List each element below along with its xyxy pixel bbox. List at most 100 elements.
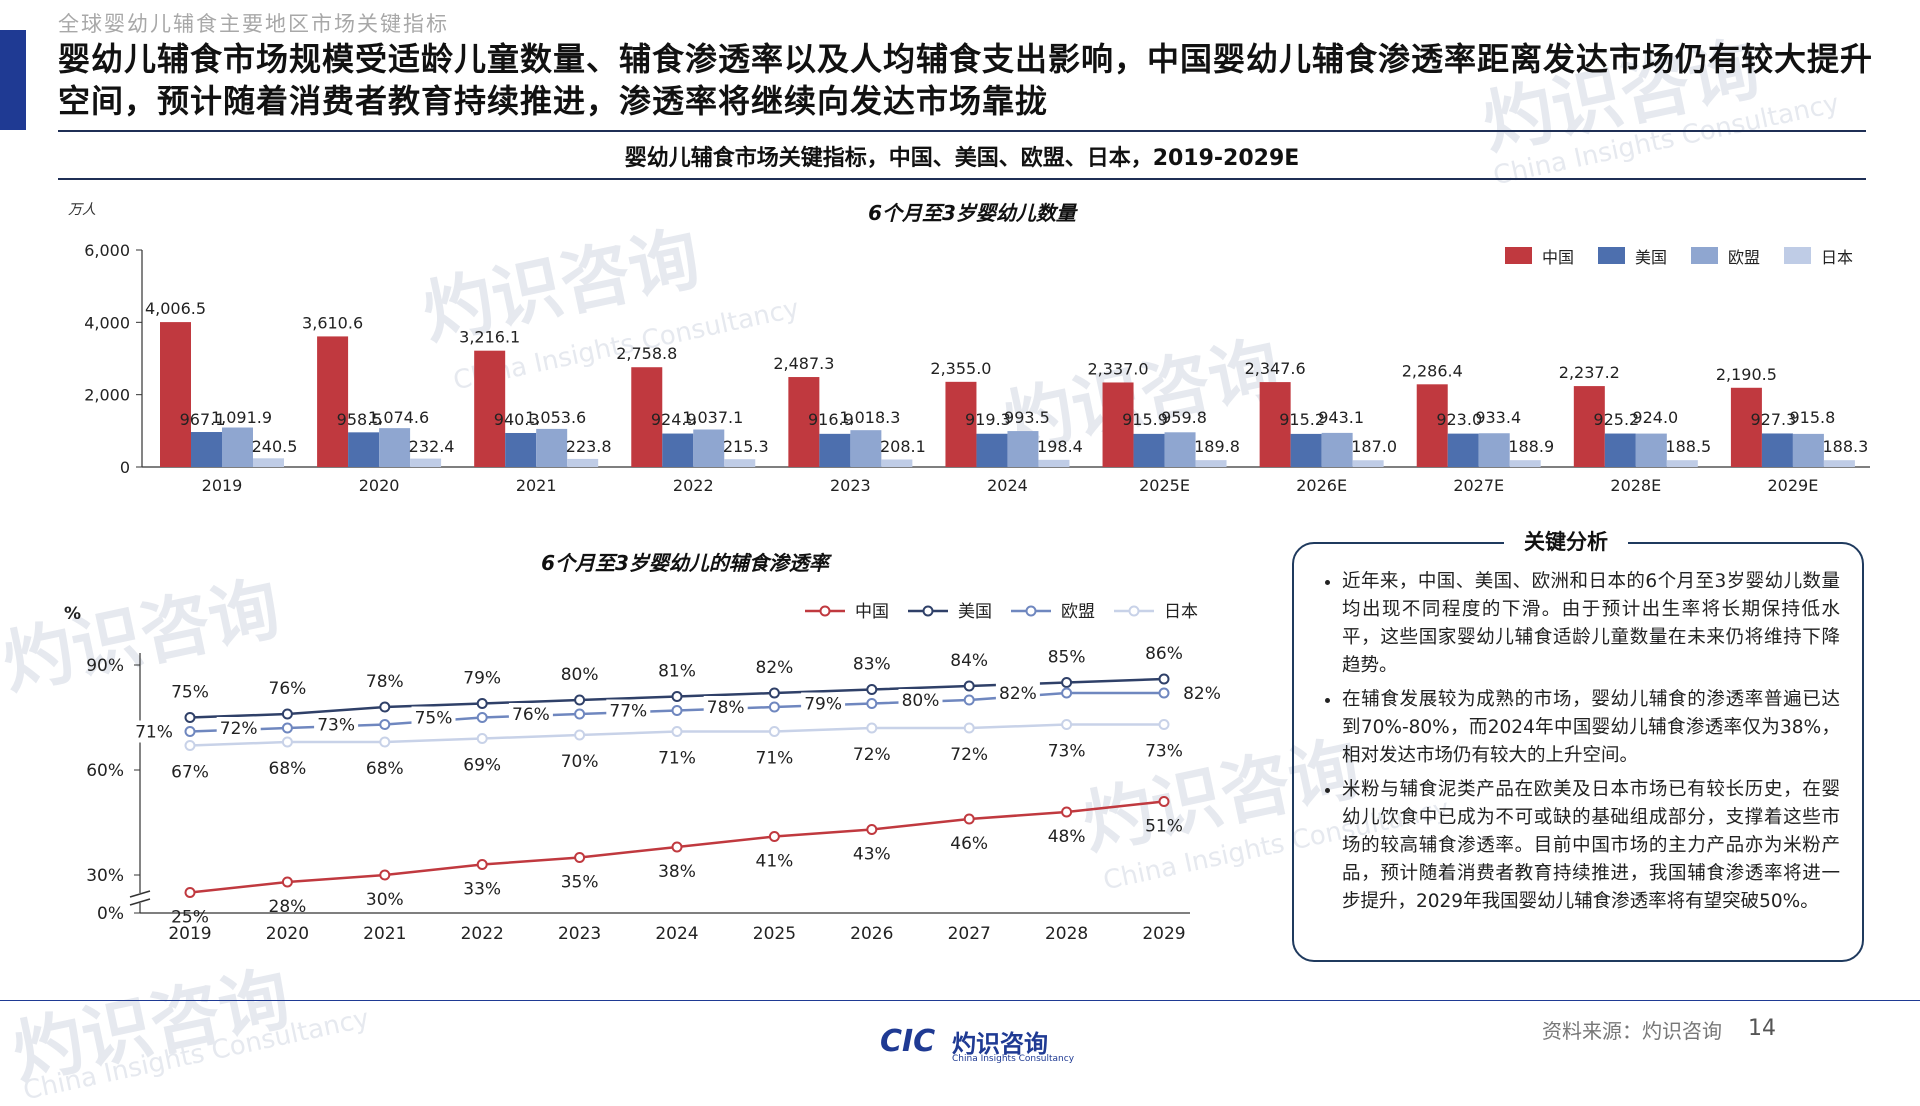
x-tick-label: 2025E [1139, 476, 1190, 495]
legend-label: 日本 [1821, 248, 1853, 267]
data-label: 35% [561, 873, 599, 893]
bar-value-label: 2,190.5 [1716, 365, 1777, 384]
key-analysis-title: 关键分析 [1504, 526, 1628, 556]
bar [1007, 431, 1039, 467]
data-point [281, 708, 293, 720]
bar [1133, 433, 1165, 467]
bar [1730, 387, 1762, 467]
data-point [184, 740, 196, 751]
footer-divider [0, 1000, 1920, 1001]
x-tick-label: 2026E [1296, 476, 1347, 495]
bar [222, 427, 253, 467]
data-point [963, 694, 975, 706]
legend-marker [1025, 605, 1037, 617]
x-tick-label: 2020 [266, 924, 309, 944]
axis-break-mark [129, 898, 151, 906]
data-label: 73% [317, 716, 355, 736]
data-label: 71% [135, 723, 173, 743]
x-tick-label: 2024 [987, 476, 1028, 495]
data-label: 71% [756, 749, 794, 769]
data-point [281, 722, 293, 734]
data-label: 72% [220, 719, 258, 739]
label-background [898, 689, 943, 711]
legend-marker [1128, 605, 1140, 617]
watermark-text: 灼识咨询 [5, 956, 297, 1096]
x-tick-label: 2025 [753, 924, 796, 944]
data-point [574, 852, 586, 863]
bar-value-label: 2,286.4 [1402, 361, 1463, 380]
x-tick-label: 2027E [1453, 476, 1504, 495]
bar-value-label: 188.9 [1508, 437, 1554, 456]
data-point [281, 736, 293, 748]
bar [1352, 460, 1384, 467]
data-label: 68% [269, 759, 307, 779]
data-label: 25% [171, 908, 209, 928]
bar [724, 459, 756, 467]
x-tick-label: 2029 [1142, 924, 1185, 944]
data-label: 77% [609, 702, 647, 722]
y-tick-label: 60% [86, 761, 124, 781]
bar [191, 432, 222, 467]
bar-value-label: 2,337.0 [1088, 359, 1149, 378]
label-background [132, 720, 176, 743]
data-point [379, 736, 391, 748]
legend-label: 欧盟 [1728, 248, 1760, 267]
data-point [866, 698, 878, 709]
label-background [995, 682, 1040, 704]
data-point [1061, 806, 1073, 818]
data-point [671, 705, 683, 716]
bar-value-label: 2,355.0 [930, 359, 991, 378]
x-tick-label: 2020 [359, 476, 400, 495]
logo-cn: 灼识咨询 [952, 1030, 1048, 1058]
divider [58, 130, 1866, 132]
legend-swatch [1691, 247, 1718, 264]
y-tick-label: 30% [86, 866, 124, 886]
data-point [866, 722, 878, 734]
data-point [476, 698, 488, 709]
bar-value-label: 943.1 [1318, 408, 1364, 427]
data-label: 76% [512, 705, 550, 725]
bar-value-label: 923.0 [1436, 410, 1482, 429]
data-point [184, 887, 196, 898]
data-label: 85% [1048, 648, 1086, 668]
data-point [574, 729, 586, 741]
data-label: 73% [1145, 742, 1183, 762]
bar [881, 459, 913, 467]
x-tick-label: 2028E [1610, 476, 1661, 495]
data-point [671, 841, 683, 853]
bar [850, 430, 882, 467]
data-point [476, 859, 488, 870]
data-point [184, 726, 196, 737]
bar-value-label: 993.5 [1004, 408, 1050, 427]
bar [1604, 433, 1636, 467]
data-point [1061, 677, 1073, 688]
label-background [216, 717, 261, 739]
logo-mark: CIC [880, 1024, 936, 1059]
bar-value-label: 919.3 [965, 410, 1011, 429]
data-label: 86% [1145, 644, 1183, 664]
label-background [606, 699, 651, 722]
data-point [379, 719, 391, 730]
legend-label: 中国 [855, 602, 889, 622]
bar [317, 336, 349, 467]
bar [1823, 460, 1855, 467]
bar-value-label: 215.3 [723, 437, 769, 456]
data-label: 48% [1048, 827, 1086, 847]
bar [1478, 433, 1510, 467]
bar-value-label: 198.4 [1037, 437, 1083, 456]
bar-value-label: 2,237.2 [1559, 363, 1620, 382]
data-label: 75% [415, 709, 453, 729]
x-tick-label: 2023 [558, 924, 601, 944]
y-tick-label: 0% [97, 904, 124, 924]
data-point [768, 701, 780, 713]
data-point [1158, 687, 1170, 699]
label-background [314, 713, 359, 736]
data-point [379, 869, 391, 881]
data-label: 69% [463, 756, 501, 776]
bar-value-label: 3,216.1 [459, 328, 520, 347]
data-label: 33% [463, 880, 501, 900]
data-label: 84% [950, 651, 988, 671]
data-point [1061, 719, 1073, 730]
bar-value-label: 2,347.6 [1245, 359, 1306, 378]
bar [1290, 433, 1322, 467]
